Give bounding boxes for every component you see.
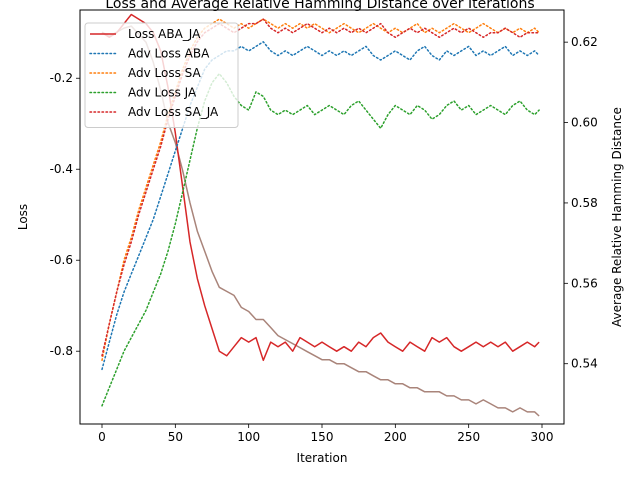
y2-tick-label: 0.54 — [571, 357, 598, 371]
y-axis-left: -0.8 -0.6 -0.4 -0.2 — [50, 71, 80, 358]
x-tick-label: 150 — [311, 430, 334, 444]
y2-tick-label: 0.62 — [571, 35, 598, 49]
y-tick-label: -0.8 — [50, 344, 73, 358]
x-tick-label: 200 — [384, 430, 407, 444]
y2-tick-label: 0.56 — [571, 276, 598, 290]
x-axis-label: Iteration — [297, 451, 348, 465]
legend-entry: Loss ABA_JA — [128, 27, 201, 41]
y-tick-label: -0.2 — [50, 71, 73, 85]
x-tick-label: 250 — [457, 430, 480, 444]
x-axis: 0 50 100 150 200 250 300 — [98, 424, 553, 444]
series-line-5 — [101, 25, 540, 417]
x-tick-label: 0 — [98, 430, 106, 444]
series-line-0 — [101, 13, 540, 362]
legend-box — [84, 22, 239, 128]
legend-entry: Adv Loss SA — [128, 66, 202, 80]
series-line-2 — [101, 18, 540, 362]
y2-axis-label: Average Relative Hamming Distance — [610, 107, 624, 327]
series-line-1 — [101, 41, 540, 371]
y-axis-label: Loss — [16, 204, 30, 230]
y-tick-label: -0.4 — [50, 162, 73, 176]
chart-title: Loss and Average Relative Hamming Distan… — [105, 0, 534, 12]
x-tick-label: 100 — [237, 430, 260, 444]
series-line-3 — [101, 72, 540, 407]
legend-entry: Adv Loss ABA — [128, 47, 210, 61]
x-tick-label: 300 — [531, 430, 554, 444]
legend-entry: Adv Loss JA — [128, 86, 197, 100]
y-tick-label: -0.6 — [50, 253, 73, 267]
y-axis-right: 0.54 0.56 0.58 0.60 0.62 — [564, 35, 598, 371]
y2-tick-label: 0.60 — [571, 116, 598, 130]
legend: Loss ABA_JA Adv Loss ABA Adv Loss SA Adv Lo… — [84, 22, 239, 128]
y2-tick-label: 0.58 — [571, 196, 598, 210]
x-tick-label: 50 — [168, 430, 183, 444]
legend-entry: Adv Loss SA_JA — [128, 105, 219, 119]
